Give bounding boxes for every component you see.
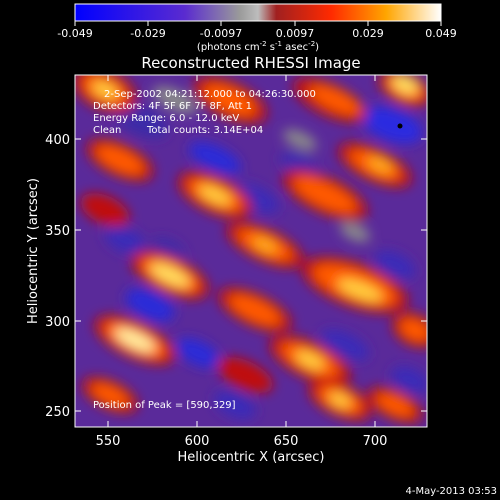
timestamp-text: 4-May-2013 03:53 [405, 486, 497, 497]
colorbar-tick-label: 0.029 [352, 27, 384, 40]
colorbar-tick-label: -0.049 [57, 27, 92, 40]
colorbar-tick-label: 0.049 [425, 27, 457, 40]
energy-range-text: Energy Range: 6.0 - 12.0 keV [93, 113, 239, 124]
x-tick-label: 700 [363, 434, 388, 449]
y-tick-label: 300 [45, 315, 70, 330]
y-tick-label: 400 [45, 133, 70, 148]
y-tick-label: 250 [45, 405, 70, 420]
detectors-text: Detectors: 4F 5F 6F 7F 8F, Att 1 [93, 101, 252, 112]
peak-position-text: Position of Peak = [590,329] [93, 400, 236, 411]
colorbar-tick-label: -0.0097 [200, 27, 242, 40]
clean-text: Clean [93, 125, 121, 136]
colorbar-tick-label: 0.0097 [276, 27, 315, 40]
x-tick-label: 550 [96, 434, 121, 449]
colorbar-unit-label: (photons cm-2 s-1 asec-2) [197, 40, 319, 53]
y-axis-label: Heliocentric Y (arcsec) [26, 178, 41, 324]
y-tick-label: 350 [45, 224, 70, 239]
time-range-text: 2-Sep-2002 04:21:12.000 to 04:26:30.000 [104, 89, 316, 100]
colorbar-tick-label: -0.029 [130, 27, 165, 40]
colorbar-gradient [74, 3, 442, 22]
rhessi-image [75, 75, 427, 427]
plot-frame [74, 74, 428, 428]
total-counts-text: Total counts: 3.14E+04 [146, 125, 263, 136]
x-axis-label: Heliocentric X (arcsec) [178, 450, 325, 465]
colorbar: -0.049 -0.029 -0.0097 0.0097 0.029 0.049… [57, 3, 457, 53]
plot-title: Reconstructed RHESSI Image [141, 54, 360, 72]
x-tick-label: 600 [185, 434, 210, 449]
x-tick-label: 650 [274, 434, 299, 449]
peak-marker [397, 123, 403, 129]
